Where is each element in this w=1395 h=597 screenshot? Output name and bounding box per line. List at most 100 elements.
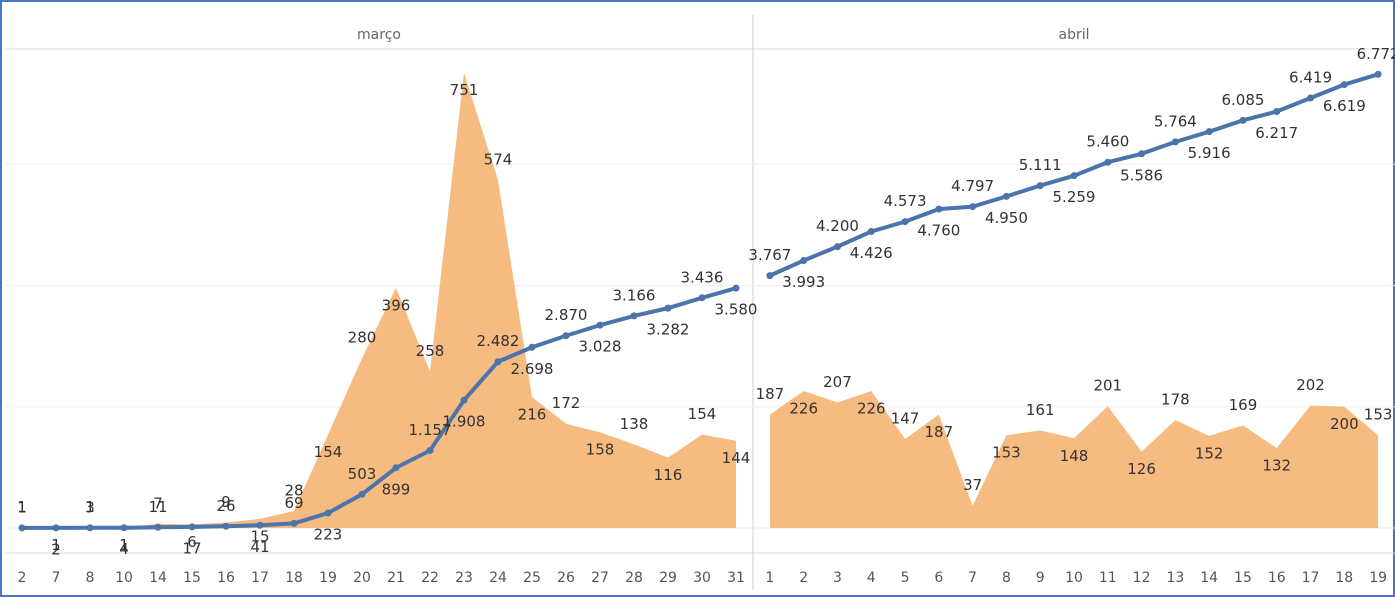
area-label: 172	[552, 394, 581, 412]
line-point	[901, 218, 909, 226]
line-label: 2.698	[511, 360, 554, 378]
line-point	[18, 524, 26, 532]
x-tick-label: 18	[285, 570, 303, 586]
area-label: 187	[756, 385, 785, 403]
line-point	[1374, 70, 1382, 78]
line-point	[1036, 182, 1044, 190]
line-point	[528, 343, 536, 351]
area-label: 751	[450, 81, 479, 99]
line-label: 3.767	[748, 246, 791, 264]
line-label: 2.870	[545, 306, 588, 324]
x-tick-label: 24	[489, 570, 507, 586]
line-label: 3	[85, 498, 95, 516]
line-point	[120, 524, 128, 532]
line-point	[1239, 116, 1247, 124]
area-label: 132	[1262, 456, 1291, 474]
area	[22, 72, 736, 528]
line-point	[358, 490, 366, 498]
line-label: 6.085	[1221, 91, 1264, 109]
line-label: 5.586	[1120, 166, 1163, 184]
line-label: 11	[148, 498, 167, 516]
line-label: 503	[348, 465, 377, 483]
line-label: 4.426	[850, 244, 893, 262]
line-point	[290, 519, 298, 527]
area-label: 147	[891, 409, 920, 427]
line-point	[188, 523, 196, 531]
line-point	[630, 312, 638, 320]
line-label: 2	[51, 540, 61, 558]
area-label: 7	[153, 494, 163, 512]
area-label: 1	[17, 498, 27, 516]
area-label: 158	[586, 441, 615, 459]
line-label: 1.908	[443, 413, 486, 431]
x-tick-label: 18	[1335, 570, 1353, 586]
area-label: 161	[1026, 401, 1055, 419]
line-label: 5.259	[1053, 188, 1096, 206]
line-label: 4.797	[951, 177, 994, 195]
line-label: 6.772	[1357, 45, 1395, 63]
line-point	[256, 521, 264, 529]
line-point	[460, 396, 468, 404]
x-tick-label: 23	[455, 570, 473, 586]
area-label: 574	[484, 150, 513, 168]
line-point	[833, 243, 841, 251]
x-tick-label: 29	[659, 570, 677, 586]
line-label: 223	[314, 526, 343, 544]
line-point	[1070, 172, 1078, 180]
area-label: 187	[925, 423, 954, 441]
line-label: 4.950	[985, 209, 1028, 227]
x-tick-label: 17	[251, 570, 269, 586]
x-tick-label: 25	[523, 570, 541, 586]
x-tick-label: 12	[1133, 570, 1151, 586]
line-label: 69	[284, 494, 303, 512]
area-label: 1	[51, 536, 61, 554]
line-label: 5.916	[1188, 144, 1231, 162]
area-label: 396	[382, 296, 411, 314]
x-tick-label: 7	[52, 570, 61, 586]
line-label: 899	[382, 480, 411, 498]
line-point	[1273, 108, 1281, 116]
line-label: 2.482	[477, 332, 520, 350]
line-label: 1.157	[409, 421, 452, 439]
line-label: 6.419	[1289, 68, 1332, 86]
area-label: 144	[722, 449, 751, 467]
area-label: 15	[250, 527, 269, 545]
area-label: 216	[518, 406, 547, 424]
x-tick-label: 4	[867, 570, 876, 586]
line-label: 1	[17, 498, 27, 516]
line-label: 17	[182, 539, 201, 557]
line-label: 3.282	[647, 321, 690, 339]
x-tick-label: 3	[833, 570, 842, 586]
line-point	[154, 523, 162, 531]
x-tick-label: 30	[693, 570, 711, 586]
x-tick-label: 8	[86, 570, 95, 586]
area-label: 154	[688, 405, 717, 423]
area-label: 148	[1060, 447, 1089, 465]
x-tick-label: 17	[1302, 570, 1320, 586]
line-point	[1138, 150, 1146, 158]
x-tick-label: 31	[727, 570, 745, 586]
x-tick-label: 6	[934, 570, 943, 586]
area-label: 226	[857, 399, 886, 417]
area	[769, 390, 1379, 528]
x-tick-label: 14	[149, 570, 167, 586]
x-tick-label: 1	[765, 570, 774, 586]
area-label: 9	[221, 493, 231, 511]
area-label: 153	[992, 444, 1021, 462]
line-point	[86, 524, 94, 532]
line-point	[1307, 94, 1315, 102]
x-tick-label: 14	[1200, 570, 1218, 586]
line-point	[969, 203, 977, 211]
line-point	[1104, 158, 1112, 166]
x-tick-label: 8	[1002, 570, 1011, 586]
line-point	[1002, 192, 1010, 200]
area-label: 116	[654, 466, 683, 484]
x-tick-label: 10	[1065, 570, 1083, 586]
area-label: 226	[789, 399, 818, 417]
line-point	[222, 522, 230, 530]
line-label: 5.764	[1154, 112, 1197, 130]
line-label: 5.111	[1019, 156, 1062, 174]
x-tick-label: 11	[1099, 570, 1117, 586]
line-point	[867, 227, 875, 235]
line-point	[562, 332, 570, 340]
